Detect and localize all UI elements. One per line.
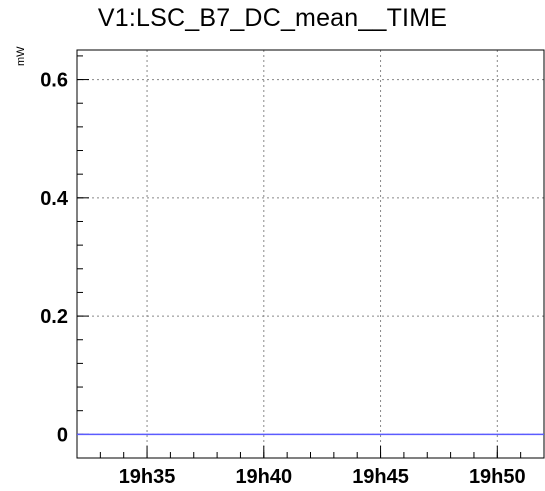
y-tick-label: 0.4 [40, 188, 69, 210]
x-tick-label: 19h50 [469, 466, 526, 488]
grid [77, 50, 544, 458]
x-tick-label: 19h40 [235, 466, 292, 488]
y-tick-label: 0.6 [40, 70, 68, 92]
chart-title: V1:LSC_B7_DC_mean__TIME [97, 4, 448, 32]
y-tick-label: 0.2 [40, 306, 68, 328]
y-axis-unit-label: mW [15, 46, 27, 66]
x-tick-label: 19h45 [352, 466, 409, 488]
major-ticks [77, 79, 498, 458]
tick-labels: 19h35 19h40 19h45 19h50 0 0.2 0.4 0.6 [40, 70, 525, 488]
y-tick-label: 0 [57, 424, 68, 446]
x-tick-label: 19h35 [119, 466, 176, 488]
